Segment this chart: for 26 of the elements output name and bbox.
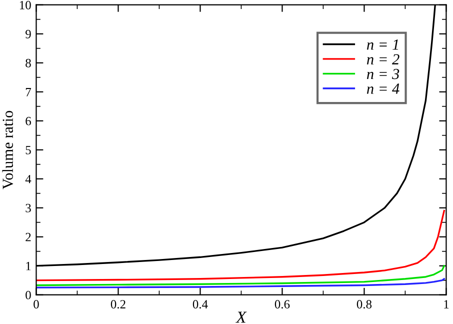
line-series	[36, 265, 445, 286]
y-tick-label: 3	[26, 204, 31, 212]
y-tick-label: 5	[26, 146, 31, 154]
y-tick-label: 1	[26, 262, 31, 270]
y-tick-label: 6	[26, 116, 32, 126]
y-tick-label: 7	[26, 88, 32, 96]
x-tick-label: 0	[34, 300, 39, 308]
y-tick-label: 8	[26, 58, 31, 68]
legend-label: n = 3	[366, 68, 400, 80]
legend-label: n = 1	[366, 40, 398, 50]
y-tick-label: 4	[25, 174, 32, 184]
y-tick-label: 2	[26, 232, 31, 242]
x-tick-label: 0.2	[110, 300, 126, 309]
y-tick-label: 0	[26, 290, 31, 300]
legend-label: n = 4	[366, 84, 400, 94]
x-tick-label: 0.6	[274, 300, 290, 309]
x-tick-label: 1	[444, 300, 449, 308]
x-tick-label: 0.8	[356, 300, 372, 309]
y-tick-label: 9	[26, 30, 31, 38]
line-series	[36, 210, 445, 282]
line-series	[36, 278, 445, 288]
x-tick-label: 0.4	[192, 300, 208, 309]
legend-label: n = 2	[366, 54, 400, 64]
y-axis-title: Volume ratio	[2, 110, 14, 190]
y-tick-label: 10	[20, 0, 31, 10]
x-axis-title: X	[236, 312, 247, 323]
